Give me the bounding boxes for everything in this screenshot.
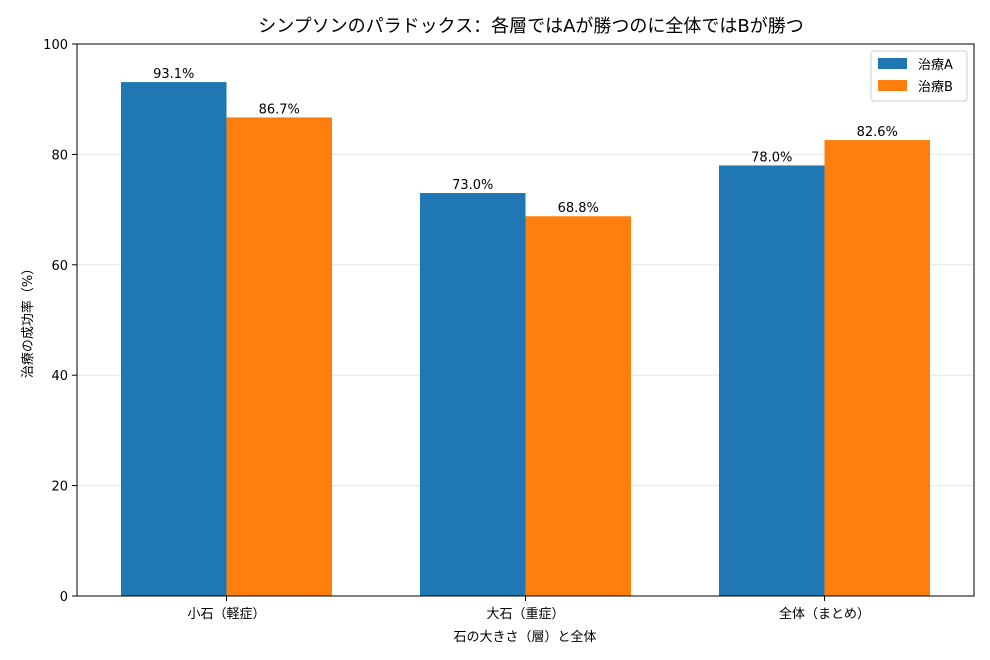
x-axis: 小石（軽症） 大石（重症） 全体（まとめ）: [187, 596, 870, 622]
legend-swatch: [878, 58, 907, 69]
y-tick-label: 100: [43, 38, 68, 53]
chart-title: シンプソンのパラドックス：各層ではAが勝つのに全体ではBが勝つ: [258, 16, 804, 37]
data-label: 82.6%: [857, 125, 898, 140]
legend: 治療A 治療B: [870, 50, 968, 102]
y-axis-label: 治療の成功率（%）: [20, 262, 36, 378]
y-tick-label: 0: [60, 590, 68, 605]
x-tick-label: 小石（軽症）: [187, 607, 265, 622]
bar: [824, 140, 930, 596]
bar: [420, 193, 526, 597]
data-label: 68.8%: [558, 201, 599, 216]
bars: [121, 82, 930, 597]
bar: [121, 82, 227, 596]
y-tick-label: 20: [51, 480, 68, 495]
data-label: 78.0%: [751, 150, 792, 165]
bar: [525, 216, 631, 596]
bar: [226, 117, 332, 596]
bar: [719, 165, 825, 596]
legend-entry: 治療A: [918, 58, 953, 73]
legend-entry: 治療B: [918, 80, 953, 95]
data-label: 86.7%: [259, 102, 300, 117]
data-label: 93.1%: [153, 67, 194, 82]
y-tick-label: 80: [51, 148, 68, 163]
data-labels: 93.1% 86.7% 73.0% 68.8% 78.0% 82.6%: [153, 67, 898, 216]
data-label: 73.0%: [452, 178, 493, 193]
x-tick-label: 大石（重症）: [486, 606, 564, 622]
legend-swatch: [878, 80, 907, 91]
y-tick-label: 60: [51, 259, 68, 274]
y-tick-label: 40: [51, 369, 68, 384]
y-axis: 0 20 40 60 80 100: [43, 38, 77, 605]
x-axis-label: 石の大きさ（層）と全体: [453, 629, 596, 645]
x-tick-label: 全体（まとめ）: [779, 606, 870, 622]
